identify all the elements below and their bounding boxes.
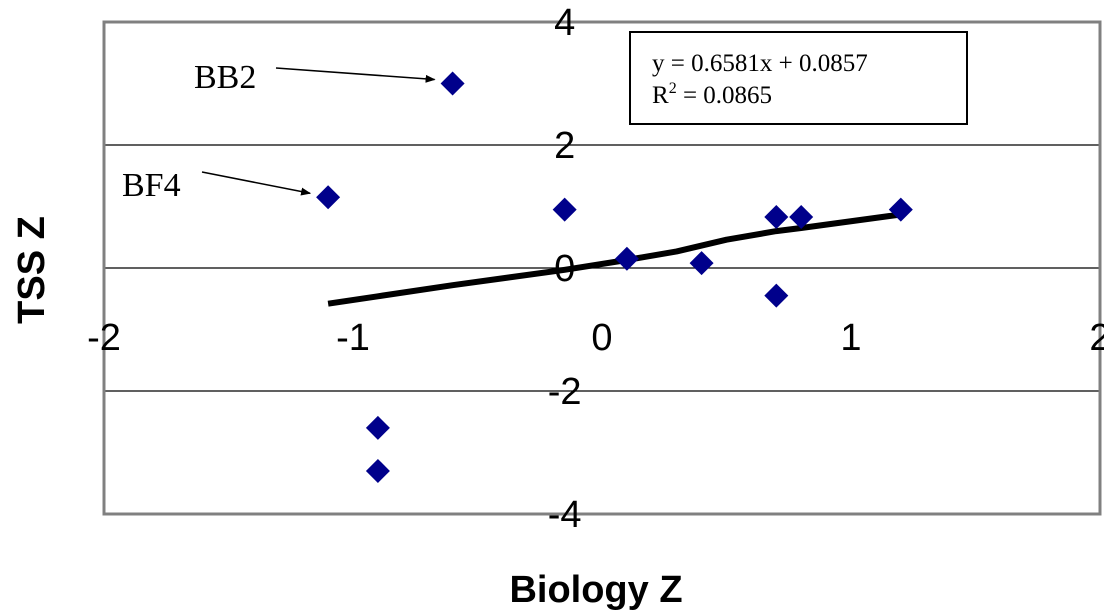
x-tick-label: -1 xyxy=(336,317,370,359)
x-tick-label: 1 xyxy=(840,317,861,359)
equation-box: y = 0.6581x + 0.0857 R2 = 0.0865 xyxy=(629,31,968,125)
x-axis-title: Biology Z xyxy=(509,569,682,611)
y-tick-label: 4 xyxy=(554,2,575,44)
y-tick-label: 2 xyxy=(554,125,575,167)
data-point xyxy=(552,197,577,222)
x-tick-label: 2 xyxy=(1089,317,1104,359)
data-point xyxy=(764,283,789,308)
data-point xyxy=(316,185,341,210)
tick-labels: 420-2-4-2 -1 0 1 2 xyxy=(87,2,1104,536)
data-point xyxy=(440,71,465,96)
r-squared-value: = 0.0865 xyxy=(677,82,772,109)
y-tick-label: -4 xyxy=(548,494,582,536)
y-tick-label: 0 xyxy=(554,248,575,290)
grid-lines xyxy=(104,144,1100,392)
data-point xyxy=(689,251,714,276)
annotation-label-bb2: BB2 xyxy=(194,59,256,96)
equation-box-frame xyxy=(629,31,968,125)
plot-area-frame xyxy=(102,20,1102,516)
annotation-arrow xyxy=(275,67,436,83)
data-point xyxy=(365,415,390,440)
data-point xyxy=(614,246,639,271)
x-tick-label: -2 xyxy=(87,317,121,359)
trendline-group xyxy=(327,211,902,307)
x-tick-label: 0 xyxy=(591,317,612,359)
data-point xyxy=(764,204,789,229)
data-point xyxy=(888,197,913,222)
data-point xyxy=(365,458,390,483)
r-squared-prefix: R xyxy=(652,82,669,109)
r-squared-label: R2 = 0.0865 xyxy=(652,80,772,109)
data-point xyxy=(789,204,814,229)
trendline xyxy=(327,211,902,307)
y-axis-title: TSS Z xyxy=(11,216,53,324)
data-points xyxy=(316,71,913,483)
annotation-arrow xyxy=(201,171,312,196)
trendline-equation: y = 0.6581x + 0.0857 xyxy=(652,50,868,77)
annotations: BB2 BF4 xyxy=(122,59,436,204)
annotation-label-bf4: BF4 xyxy=(122,167,181,204)
r-squared-superscript: 2 xyxy=(669,80,677,97)
y-tick-label: -2 xyxy=(548,371,582,413)
